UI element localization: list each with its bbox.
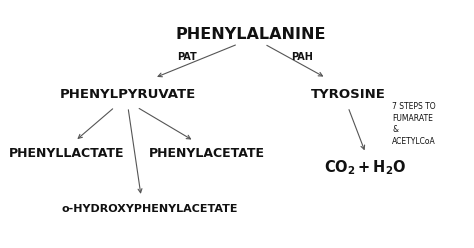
Text: PHENYLALANINE: PHENYLALANINE — [176, 27, 327, 42]
Text: TYROSINE: TYROSINE — [310, 88, 385, 101]
Text: PHENYLLACTATE: PHENYLLACTATE — [9, 147, 124, 160]
Text: o-HYDROXYPHENYLACETATE: o-HYDROXYPHENYLACETATE — [62, 204, 238, 214]
Text: PHENYLPYRUVATE: PHENYLPYRUVATE — [60, 88, 196, 101]
Text: $\mathbf{CO_2 + H_2O}$: $\mathbf{CO_2 + H_2O}$ — [324, 158, 407, 177]
Text: 7 STEPS TO
FUMARATE
&
ACETYLCoA: 7 STEPS TO FUMARATE & ACETYLCoA — [392, 102, 436, 146]
Text: PAT: PAT — [177, 52, 197, 62]
Text: PHENYLACETATE: PHENYLACETATE — [149, 147, 265, 160]
Text: PAH: PAH — [291, 52, 313, 62]
